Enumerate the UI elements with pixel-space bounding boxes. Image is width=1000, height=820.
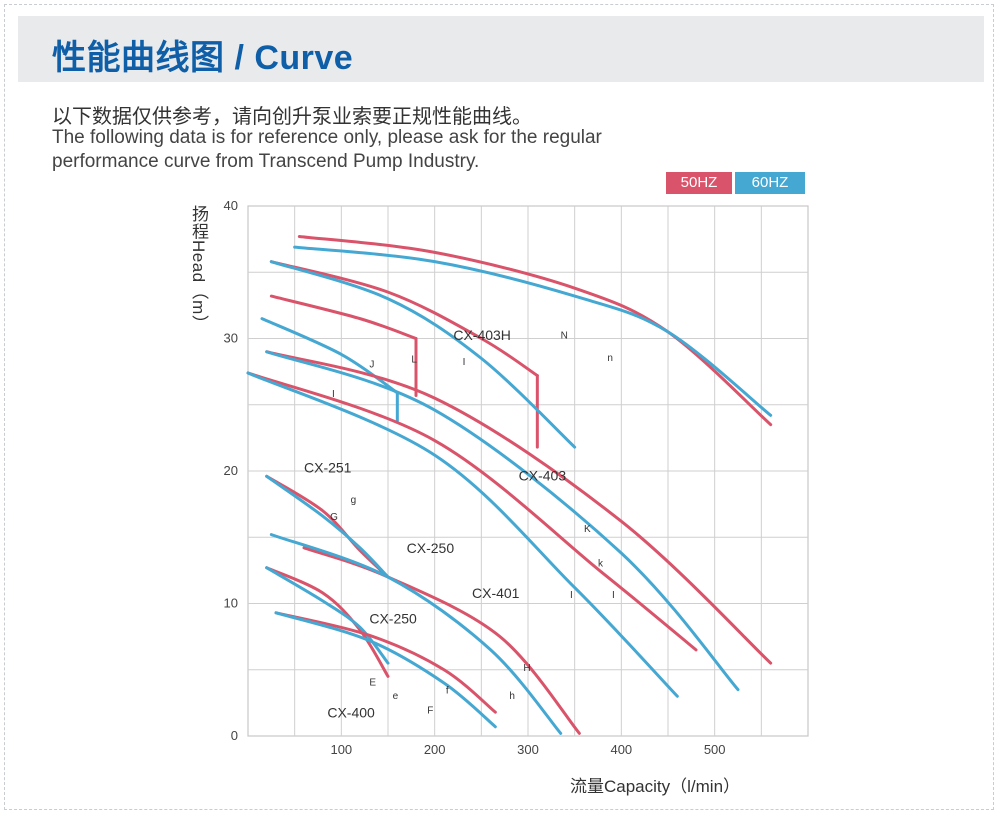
curve-annotation: CX-403H — [453, 327, 511, 343]
y-axis-label: 扬程Head（m） — [189, 205, 208, 333]
x-tick-label: 500 — [704, 742, 726, 757]
y-tick-label: 0 — [231, 728, 238, 743]
page-title: 性能曲线图 / Curve — [52, 39, 354, 77]
y-tick-label: 40 — [224, 198, 238, 213]
curve-60hz — [246, 371, 679, 698]
curve-annotation: g — [351, 495, 357, 506]
y-tick-label: 30 — [224, 331, 238, 346]
curve-annotation: h — [509, 691, 515, 702]
curve-annotation: e — [393, 691, 399, 702]
curve-annotation: CX-251 — [304, 459, 352, 475]
curve-50hz — [302, 546, 581, 735]
curve-annotation: I — [570, 590, 573, 601]
curve-annotation: I — [612, 590, 615, 601]
curve-50hz — [297, 234, 773, 427]
x-tick-label: 200 — [424, 742, 446, 757]
y-tick-label: 20 — [224, 463, 238, 478]
curve-50hz — [274, 611, 497, 714]
curve-annotation: N — [561, 331, 568, 342]
curve-annotation: E — [369, 678, 376, 689]
curve-60hz — [274, 611, 497, 729]
curve-60hz — [265, 474, 390, 579]
curve-50hz — [265, 350, 773, 665]
curve-annotation: H — [523, 663, 530, 674]
legend-50hz: 50HZ — [666, 172, 732, 194]
x-tick-label: 300 — [517, 742, 539, 757]
curve-annotation: CX-250 — [407, 540, 455, 556]
curve-annotation: I — [332, 389, 335, 400]
curve-60hz — [269, 533, 563, 735]
x-tick-label: 400 — [610, 742, 632, 757]
curve-50hz — [265, 566, 390, 678]
y-tick-label: 10 — [224, 596, 238, 611]
curve-annotation: I — [463, 357, 466, 368]
curve-annotation: G — [330, 512, 338, 523]
curve-annotation: F — [427, 705, 433, 716]
curve-annotation: K — [584, 524, 591, 535]
title-bar: 性能曲线图 / Curve — [18, 16, 984, 82]
legend-60hz: 60HZ — [735, 172, 805, 194]
notice-english-line-1: The following data is for reference only… — [52, 127, 602, 148]
curve-50hz — [269, 294, 418, 340]
curve-annotation: f — [446, 686, 449, 697]
curve-50hz — [269, 260, 539, 378]
x-tick-label: 100 — [330, 742, 352, 757]
curve-60hz — [260, 317, 399, 395]
curve-60hz — [265, 350, 740, 692]
curve-annotation: CX-250 — [369, 610, 417, 626]
curve-annotation: CX-400 — [327, 704, 375, 720]
x-axis-label: 流量Capacity（l/min） — [570, 777, 741, 796]
curve-annotation: n — [607, 353, 613, 364]
curve-annotation: J — [369, 360, 374, 371]
notice-english-line-2: performance curve from Transcend Pump In… — [52, 151, 480, 172]
curve-50hz — [246, 371, 698, 652]
curve-60hz — [265, 566, 390, 665]
notice-chinese: 以下数据仅供参考，请向创升泵业索要正规性能曲线。 — [52, 106, 532, 128]
curve-60hz — [269, 260, 577, 449]
curve-annotation: CX-401 — [472, 585, 520, 601]
curve-annotation: CX-403 — [519, 467, 567, 483]
curve-60hz — [293, 245, 773, 417]
curve-annotation: k — [598, 558, 604, 569]
curve-annotation: L — [411, 354, 417, 365]
